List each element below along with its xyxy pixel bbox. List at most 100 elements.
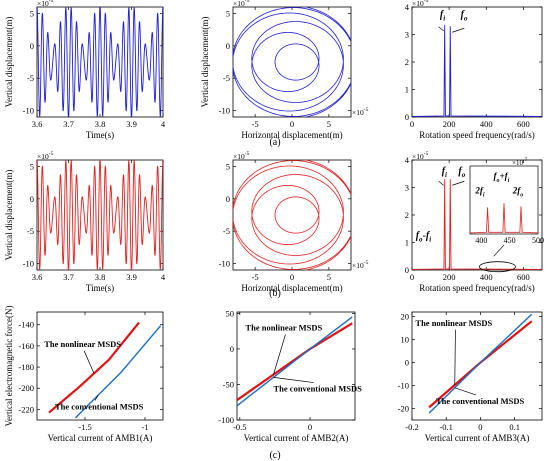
y-exponent: ×10-5 xyxy=(412,151,429,161)
zoom-connector xyxy=(493,244,505,257)
x-tick-label: -0.2 xyxy=(405,422,418,432)
x-tick-label: 0.1 xyxy=(509,422,520,432)
y-tick-label: -140 xyxy=(18,320,34,330)
y-tick-label: -200 xyxy=(18,383,34,393)
inset-exponent: ×10-7 xyxy=(512,158,528,167)
x-tick-label: 0 xyxy=(308,422,312,432)
series-label: The nonlinear MSDS xyxy=(415,318,492,328)
inset-peak-label: fo+fi xyxy=(493,171,509,184)
inset-peak-label: 2fo xyxy=(512,186,524,199)
y-tick-label: 5 xyxy=(226,161,230,171)
x-tick-label: -0.5 xyxy=(233,422,246,432)
label-pointer xyxy=(454,329,456,385)
plot-frame xyxy=(36,6,164,118)
inset-x-tick-label: 400 xyxy=(475,236,487,245)
x-exponent: ×10-5 xyxy=(352,107,369,117)
y-tick-label: 10 xyxy=(401,335,410,345)
y-tick-label: 0 xyxy=(30,194,34,204)
y-tick-label: 4 xyxy=(405,2,410,12)
x-tick-label: 3.7 xyxy=(63,119,74,129)
zoom-region-marker xyxy=(479,261,516,273)
annotation-arrow xyxy=(438,180,444,186)
y-tick-label: 4 xyxy=(405,155,410,165)
annotation-arrow xyxy=(452,27,465,33)
y-tick-label: 0 xyxy=(230,344,234,354)
series-line-1 xyxy=(74,325,162,419)
x-tick-label: 0 xyxy=(410,119,414,129)
label-pointer xyxy=(83,350,95,374)
y-exponent: ×10-5 xyxy=(233,0,250,8)
label-pointer xyxy=(273,377,314,383)
x-tick-label: 3.6 xyxy=(32,119,43,129)
x-tick-label: 5 xyxy=(327,119,331,129)
x-axis-label: Vertical current of AMB1(A) xyxy=(48,433,153,443)
inset-x-tick-label: 500 xyxy=(532,236,544,245)
y-tick-label: 5 xyxy=(226,8,230,18)
y-tick-label: -5 xyxy=(223,226,230,236)
spectrum-line xyxy=(412,179,542,270)
inset-x-tick-label: 450 xyxy=(504,236,516,245)
y-tick-label: 50 xyxy=(226,308,235,318)
plot-data xyxy=(412,179,542,270)
plot-data xyxy=(233,160,351,270)
chart-c2: -0.5 0 -100 -50 0 50 Vertical current of AMB2(… xyxy=(218,308,362,443)
x-tick-label: 5 xyxy=(327,272,331,282)
y-tick-label: 1 xyxy=(405,238,409,248)
label-pointer xyxy=(94,394,99,401)
y-tick-label: -160 xyxy=(18,341,34,351)
x-tick-label: 0 xyxy=(410,272,414,282)
plot-data xyxy=(48,321,162,419)
plot-data xyxy=(37,7,163,117)
x-axis-label: Time(s) xyxy=(86,283,114,293)
y-exponent: ×10-5 xyxy=(233,151,250,161)
series-label: The conventional MSDS xyxy=(274,384,363,394)
panel-label-c: (c) xyxy=(269,450,280,461)
plot-data xyxy=(37,160,163,270)
x-tick-label: 600 xyxy=(517,119,530,129)
y-exponent: ×10-5 xyxy=(37,0,54,8)
x-axis-label: Horizontal displacement(m) xyxy=(241,283,342,293)
x-exponent: ×10-5 xyxy=(352,260,369,270)
y-tick-label: 3 xyxy=(405,30,409,40)
y-tick-label: 2 xyxy=(405,57,409,67)
x-tick-label: 200 xyxy=(443,119,456,129)
y-axis-label: Vertical displacement(m) xyxy=(200,17,210,108)
x-axis-label: Vertical current of AMB2(A) xyxy=(244,433,349,443)
x-tick-label: 3.9 xyxy=(126,119,137,129)
x-tick-label: -1 xyxy=(141,422,148,432)
x-tick-label: 400 xyxy=(480,119,493,129)
signal-line xyxy=(37,160,163,270)
orbit-line xyxy=(233,160,351,270)
y-tick-label: -10 xyxy=(23,259,34,269)
peak-label: fi xyxy=(440,9,445,22)
y-tick-label: -180 xyxy=(18,362,34,372)
y-tick-label: -100 xyxy=(218,415,234,425)
chart-a3: 0 200 400 600 0 1 2 3 4 Rotation speed frequency(… xyxy=(405,0,543,140)
signal-line xyxy=(37,7,163,117)
x-tick-label: 3.7 xyxy=(63,272,74,282)
x-tick-label: 600 xyxy=(517,272,530,282)
y-tick-label: 1 xyxy=(405,85,409,95)
chart-b3: 0 200 400 600 0 1 2 3 4 Rotation speed frequency(… xyxy=(405,151,544,293)
chart-a1: 3.6 3.7 3.8 3.9 4 -10 -5 0 5 Time(s) Vertical disp… xyxy=(4,0,166,140)
label-pointer xyxy=(454,387,477,396)
x-tick-label: 4 xyxy=(161,119,166,129)
series-line-1 xyxy=(237,316,353,407)
inset-frame xyxy=(469,165,539,235)
annotation-arrow xyxy=(438,26,444,32)
x-tick-label: 3.8 xyxy=(95,119,106,129)
panel-label-b: (b) xyxy=(269,288,281,299)
y-tick-label: 5 xyxy=(30,161,34,171)
y-axis-label: Vertical displacement(m) xyxy=(4,170,14,261)
peak-label: fi xyxy=(442,166,447,179)
y-tick-label: -50 xyxy=(223,379,234,389)
y-tick-label: -20 xyxy=(398,404,409,414)
peak-label: fo xyxy=(461,9,468,22)
series-label: The conventional MSDS xyxy=(436,396,525,406)
plot-frame xyxy=(232,6,352,118)
y-exponent: ×10-5 xyxy=(412,0,429,8)
x-tick-label: -0.1 xyxy=(439,422,452,432)
inset-peak-label: 2fi xyxy=(474,186,485,199)
